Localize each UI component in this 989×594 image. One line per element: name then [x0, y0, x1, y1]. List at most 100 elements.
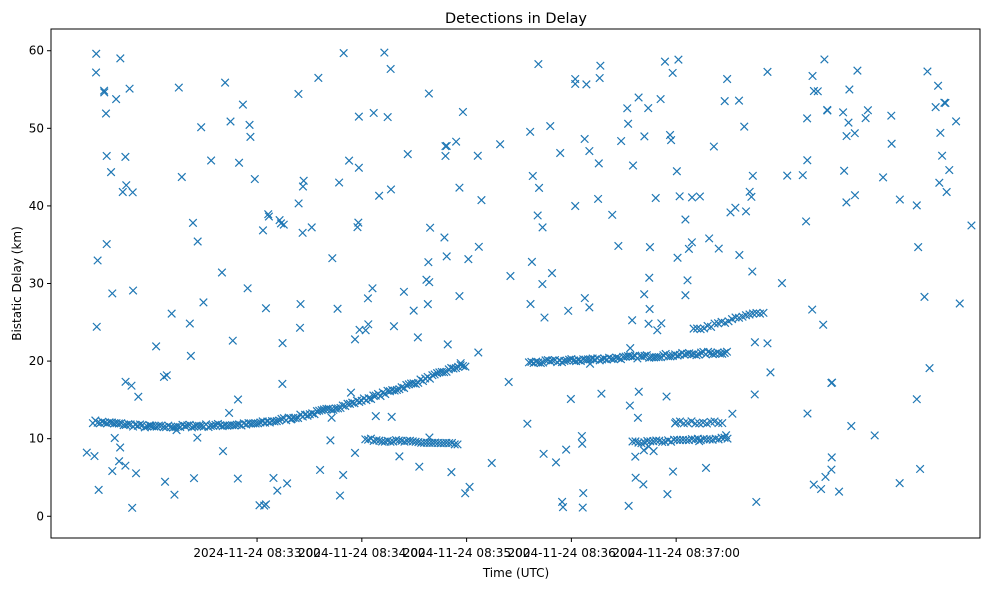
- data-point: [299, 176, 308, 185]
- data-point: [93, 256, 102, 265]
- data-point: [555, 148, 565, 158]
- data-point: [653, 326, 662, 335]
- data-point: [449, 364, 458, 373]
- data-point: [98, 417, 107, 426]
- data-point: [261, 304, 271, 313]
- data-point: [364, 394, 373, 403]
- data-point: [704, 234, 714, 243]
- data-point: [101, 109, 111, 118]
- data-point: [752, 308, 761, 318]
- data-point: [333, 404, 343, 413]
- data-point: [750, 338, 760, 347]
- data-point: [834, 487, 844, 496]
- data-point: [763, 339, 772, 348]
- data-point: [307, 223, 316, 232]
- data-point: [839, 166, 849, 175]
- data-point: [386, 185, 396, 194]
- data-point: [567, 354, 576, 364]
- data-point: [182, 421, 192, 430]
- data-point: [226, 117, 235, 126]
- data-point: [666, 135, 676, 145]
- data-point: [428, 370, 437, 380]
- data-point: [455, 291, 464, 301]
- data-point: [842, 131, 851, 141]
- data-point: [224, 408, 234, 418]
- data-point: [624, 501, 633, 511]
- data-point: [276, 219, 286, 228]
- data-point: [487, 458, 496, 468]
- data-point: [684, 244, 694, 254]
- data-point: [338, 470, 348, 480]
- data-point: [628, 352, 637, 361]
- data-point: [548, 356, 557, 365]
- data-point: [808, 71, 817, 81]
- data-point: [387, 412, 396, 422]
- data-point: [159, 422, 168, 432]
- data-point: [691, 419, 700, 428]
- data-point: [135, 420, 145, 429]
- data-point: [424, 257, 433, 267]
- data-point: [206, 156, 216, 165]
- data-point: [847, 421, 856, 431]
- data-point: [177, 172, 187, 182]
- data-point: [386, 64, 395, 74]
- data-point: [915, 464, 925, 474]
- data-point: [818, 320, 828, 330]
- data-point: [455, 183, 464, 192]
- data-point: [278, 379, 287, 389]
- data-point: [339, 48, 348, 58]
- data-point: [585, 146, 594, 156]
- data-point: [131, 469, 141, 478]
- data-point: [371, 411, 381, 421]
- y-tick-label: 20: [29, 354, 44, 368]
- data-point: [782, 171, 792, 180]
- data-point: [209, 421, 218, 431]
- data-point: [722, 347, 732, 356]
- data-point: [748, 171, 758, 181]
- data-point: [665, 130, 675, 140]
- data-point: [570, 201, 580, 211]
- data-point: [193, 237, 202, 246]
- data-point: [122, 180, 131, 190]
- data-point: [100, 88, 109, 97]
- data-point: [108, 289, 117, 298]
- data-point: [614, 353, 623, 363]
- data-point: [451, 137, 461, 146]
- data-point: [645, 273, 654, 282]
- data-point: [639, 446, 649, 455]
- data-point: [110, 433, 119, 443]
- data-point: [298, 228, 307, 238]
- x-tick-label: 2024-11-24 08:36:00: [508, 546, 635, 560]
- data-point: [644, 442, 653, 451]
- x-tick-label: 2024-11-24 08:37:00: [612, 546, 739, 560]
- data-point: [701, 463, 711, 473]
- data-point: [720, 96, 729, 106]
- data-point: [557, 357, 567, 367]
- data-point: [662, 392, 671, 401]
- data-point: [315, 465, 325, 475]
- data-point: [640, 351, 649, 361]
- data-point: [102, 239, 111, 249]
- data-point: [633, 413, 643, 423]
- data-point: [564, 306, 573, 316]
- data-point: [809, 86, 819, 96]
- data-point: [675, 192, 684, 201]
- data-point: [595, 356, 604, 365]
- data-point: [504, 377, 513, 387]
- data-point: [392, 385, 402, 395]
- data-point: [628, 161, 638, 170]
- data-point: [378, 388, 388, 397]
- data-point: [350, 335, 360, 344]
- data-point: [453, 440, 462, 449]
- x-tick-label: 2024-11-24 08:34:00: [298, 546, 425, 560]
- data-point: [842, 198, 851, 207]
- data-point: [506, 271, 515, 281]
- data-point: [670, 419, 680, 428]
- data-point: [763, 67, 772, 77]
- data-point: [585, 359, 595, 368]
- data-point: [233, 395, 243, 404]
- data-point: [673, 253, 682, 262]
- data-point: [447, 467, 456, 477]
- data-point: [534, 59, 543, 69]
- data-point: [580, 134, 589, 144]
